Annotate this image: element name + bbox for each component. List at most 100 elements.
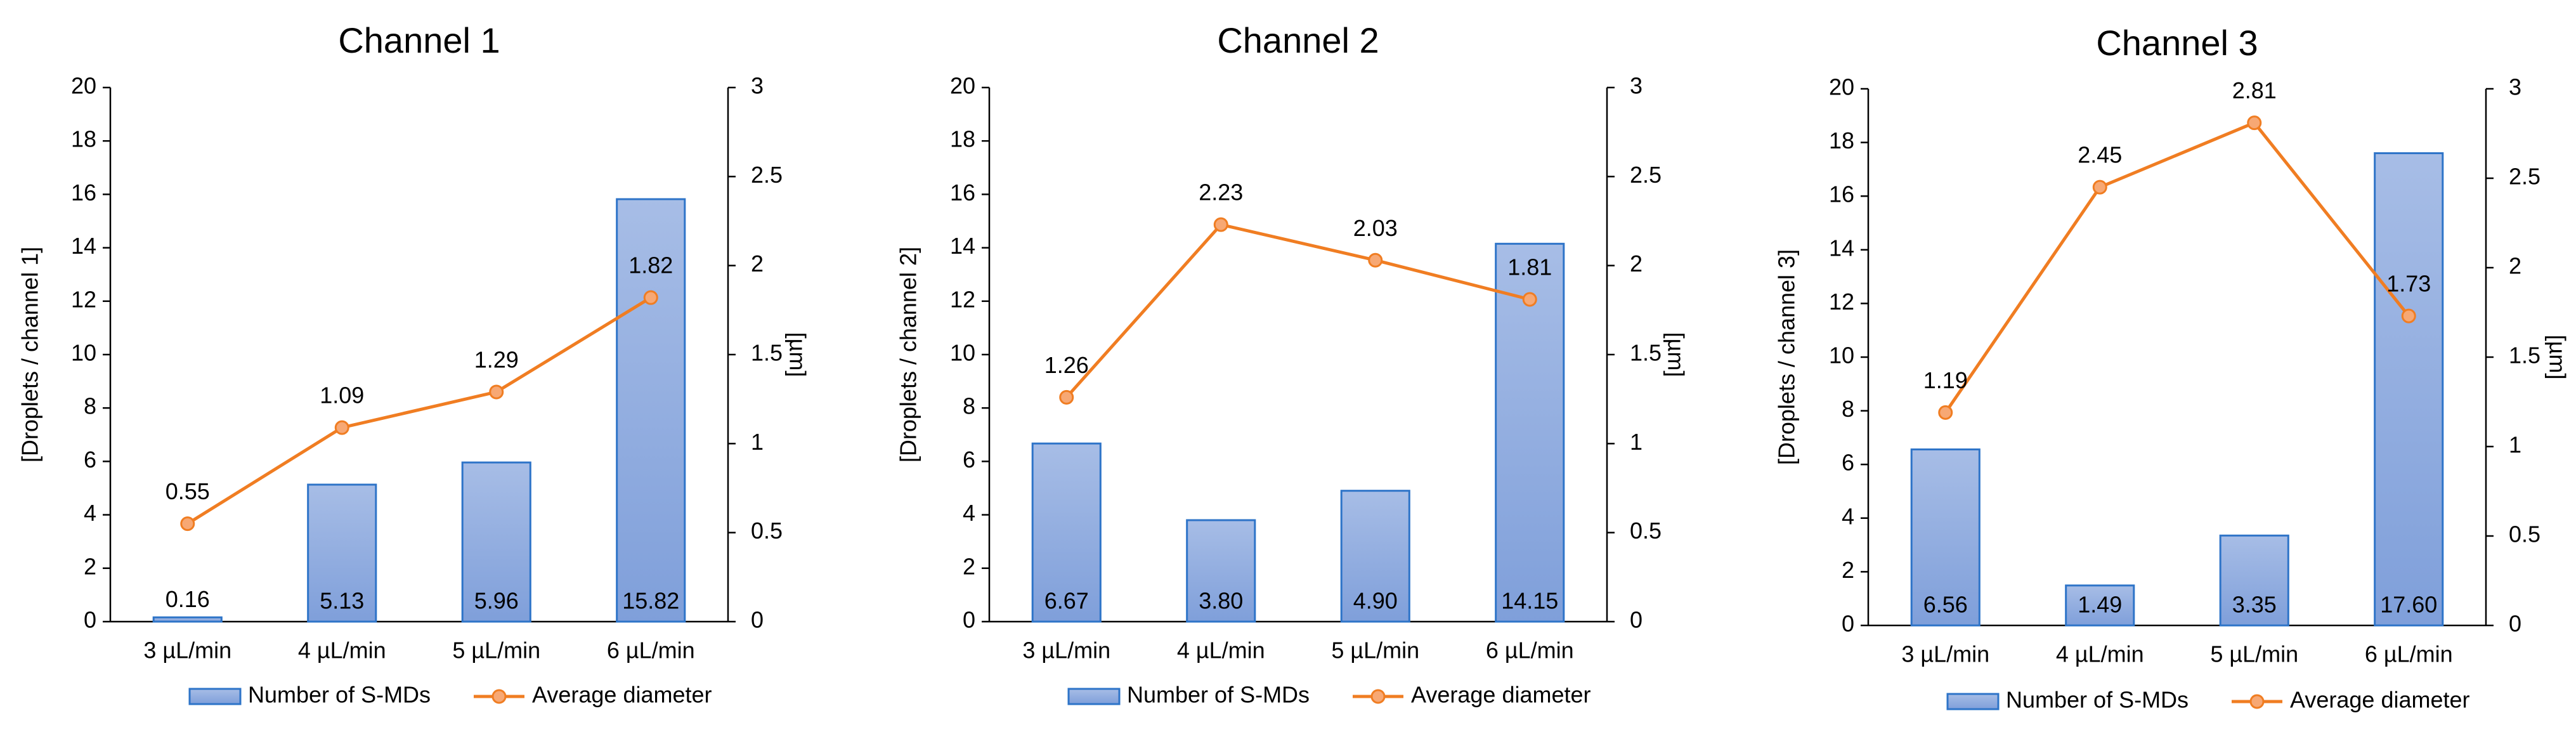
y-right-tick-label: 0 <box>2509 611 2521 637</box>
chart-panel-1: Channel 1 0 2 4 6 8 10 12 14 16 18 20 0 0.5 1 1.5 2 2.5 3 [… <box>17 20 811 708</box>
x-tick-label: 5 µL/min <box>1331 637 1419 663</box>
line-point <box>2247 115 2262 131</box>
x-tick-label: 6 µL/min <box>2365 641 2453 667</box>
bar-value-label: 3.35 <box>2232 592 2277 618</box>
y-left-tick-label: 2 <box>963 553 975 579</box>
bar-number-of-s-mds <box>616 198 686 623</box>
line-value-label: 1.09 <box>320 382 364 408</box>
line-point <box>1213 217 1228 232</box>
chart-panel-3: Channel 3 0 2 4 6 8 10 12 14 16 18 20 0 0.5 1 1.5 2 2.5 3 [… <box>1774 23 2571 713</box>
line-value-label: 2.03 <box>1353 215 1398 241</box>
chart-title: Channel 3 <box>2096 23 2258 63</box>
legend-bar-swatch <box>1067 688 1121 705</box>
line-value-label: 1.19 <box>1923 367 1968 393</box>
y-left-tick-label: 20 <box>71 73 96 99</box>
line-value-label: 2.81 <box>2232 77 2277 103</box>
line-point <box>1368 252 1383 268</box>
y-right-tick-label: 2 <box>751 251 764 277</box>
y-left-tick-label: 12 <box>950 286 975 312</box>
y-left-tick-label: 0 <box>963 607 975 633</box>
x-tick-label: 5 µL/min <box>2210 641 2298 667</box>
x-tick-label: 5 µL/min <box>452 637 540 663</box>
y-right-tick-label: 1 <box>1630 429 1643 455</box>
y-left-tick-label: 10 <box>71 340 96 366</box>
y-axis-left-title: [Droplets / channel 3] <box>1774 249 1800 465</box>
y-left-tick-label: 6 <box>84 447 96 473</box>
bar-number-of-s-mds <box>2374 152 2444 627</box>
legend-line-label: Average diameter <box>1411 682 1591 708</box>
bar-number-of-s-mds <box>1031 442 1102 623</box>
legend-bar-swatch <box>1946 693 2000 710</box>
y-left-tick-label: 2 <box>84 553 96 579</box>
line-point <box>1059 389 1074 405</box>
line-value-label: 1.26 <box>1044 352 1089 378</box>
y-right-tick-label: 0 <box>751 607 764 633</box>
x-tick-label: 3 µL/min <box>143 637 231 663</box>
y-left-tick-label: 8 <box>84 393 96 419</box>
x-tick-label: 6 µL/min <box>1486 637 1574 663</box>
bar-value-label: 14.15 <box>1501 588 1558 614</box>
y-left-tick-label: 4 <box>1842 503 1854 529</box>
y-left-tick-label: 2 <box>1842 557 1854 583</box>
bar-value-label: 5.96 <box>474 588 519 614</box>
y-right-tick-label: 1.5 <box>1630 340 1662 366</box>
chart-panel-2: Channel 2 0 2 4 6 8 10 12 14 16 18 20 0 0.5 1 1.5 2 2.5 3 [… <box>895 20 1689 708</box>
y-left-tick-label: 14 <box>1829 235 1854 261</box>
y-right-tick-label: 2.5 <box>2509 164 2540 190</box>
x-tick-label: 4 µL/min <box>1177 637 1265 663</box>
legend-line-label: Average diameter <box>2290 687 2470 713</box>
legend-line-marker <box>2249 694 2265 709</box>
line-average-diameter <box>1944 121 2410 414</box>
line-point <box>2092 180 2107 195</box>
y-right-tick-label: 0 <box>1630 607 1643 633</box>
line-point <box>643 290 658 305</box>
bar-value-label: 17.60 <box>2380 592 2437 618</box>
line-point <box>1522 292 1537 307</box>
y-right-tick-label: 3 <box>751 73 764 99</box>
y-left-tick-label: 12 <box>1829 289 1854 315</box>
bar-number-of-s-mds <box>1340 490 1410 623</box>
chart-title: Channel 2 <box>1217 20 1379 60</box>
bar-value-label: 6.56 <box>1923 592 1968 618</box>
y-left-tick-label: 8 <box>1842 396 1854 422</box>
y-left-tick-label: 18 <box>1829 127 1854 154</box>
legend-bar-label: Number of S-MDs <box>248 682 431 708</box>
line-value-label: 1.29 <box>474 346 519 372</box>
bar-value-label: 3.80 <box>1199 588 1243 614</box>
x-tick-label: 4 µL/min <box>2056 641 2144 667</box>
line-average-diameter <box>1065 223 1530 399</box>
y-left-tick-label: 16 <box>1829 181 1854 207</box>
y-left-tick-label: 12 <box>71 286 96 312</box>
bar-number-of-s-mds <box>1186 519 1256 623</box>
x-tick-label: 3 µL/min <box>1022 637 1110 663</box>
y-left-tick-label: 4 <box>84 500 96 526</box>
bar-value-label: 4.90 <box>1353 588 1398 614</box>
x-tick-label: 4 µL/min <box>298 637 386 663</box>
line-point <box>180 516 195 532</box>
legend-bar-label: Number of S-MDs <box>1127 682 1310 708</box>
y-right-tick-label: 1 <box>751 429 764 455</box>
y-left-tick-label: 14 <box>71 233 96 259</box>
x-tick-label: 6 µL/min <box>607 637 695 663</box>
y-right-tick-label: 3 <box>1630 73 1643 99</box>
y-right-tick-label: 2 <box>2509 253 2521 279</box>
y-right-tick-label: 0.5 <box>2509 521 2540 547</box>
line-value-label: 1.81 <box>1507 254 1552 280</box>
y-right-tick-label: 0.5 <box>1630 518 1662 544</box>
legend-line-label: Average diameter <box>532 682 712 708</box>
y-right-tick-label: 2.5 <box>751 162 783 188</box>
bar-value-label: 6.67 <box>1044 588 1089 614</box>
line-value-label: 1.82 <box>628 252 673 278</box>
y-left-tick-label: 10 <box>1829 343 1854 369</box>
y-axis-right-title: [µm] <box>2544 335 2570 380</box>
y-left-tick-label: 10 <box>950 340 975 366</box>
y-left-tick-label: 8 <box>963 393 975 419</box>
y-left-tick-label: 4 <box>963 500 975 526</box>
y-right-tick-label: 1 <box>2509 432 2521 458</box>
line-value-label: 1.73 <box>2386 271 2431 297</box>
bar-value-label: 5.13 <box>320 588 364 614</box>
line-point <box>334 420 349 435</box>
bar-value-label: 0.16 <box>166 586 210 612</box>
y-right-tick-label: 2 <box>1630 251 1643 277</box>
